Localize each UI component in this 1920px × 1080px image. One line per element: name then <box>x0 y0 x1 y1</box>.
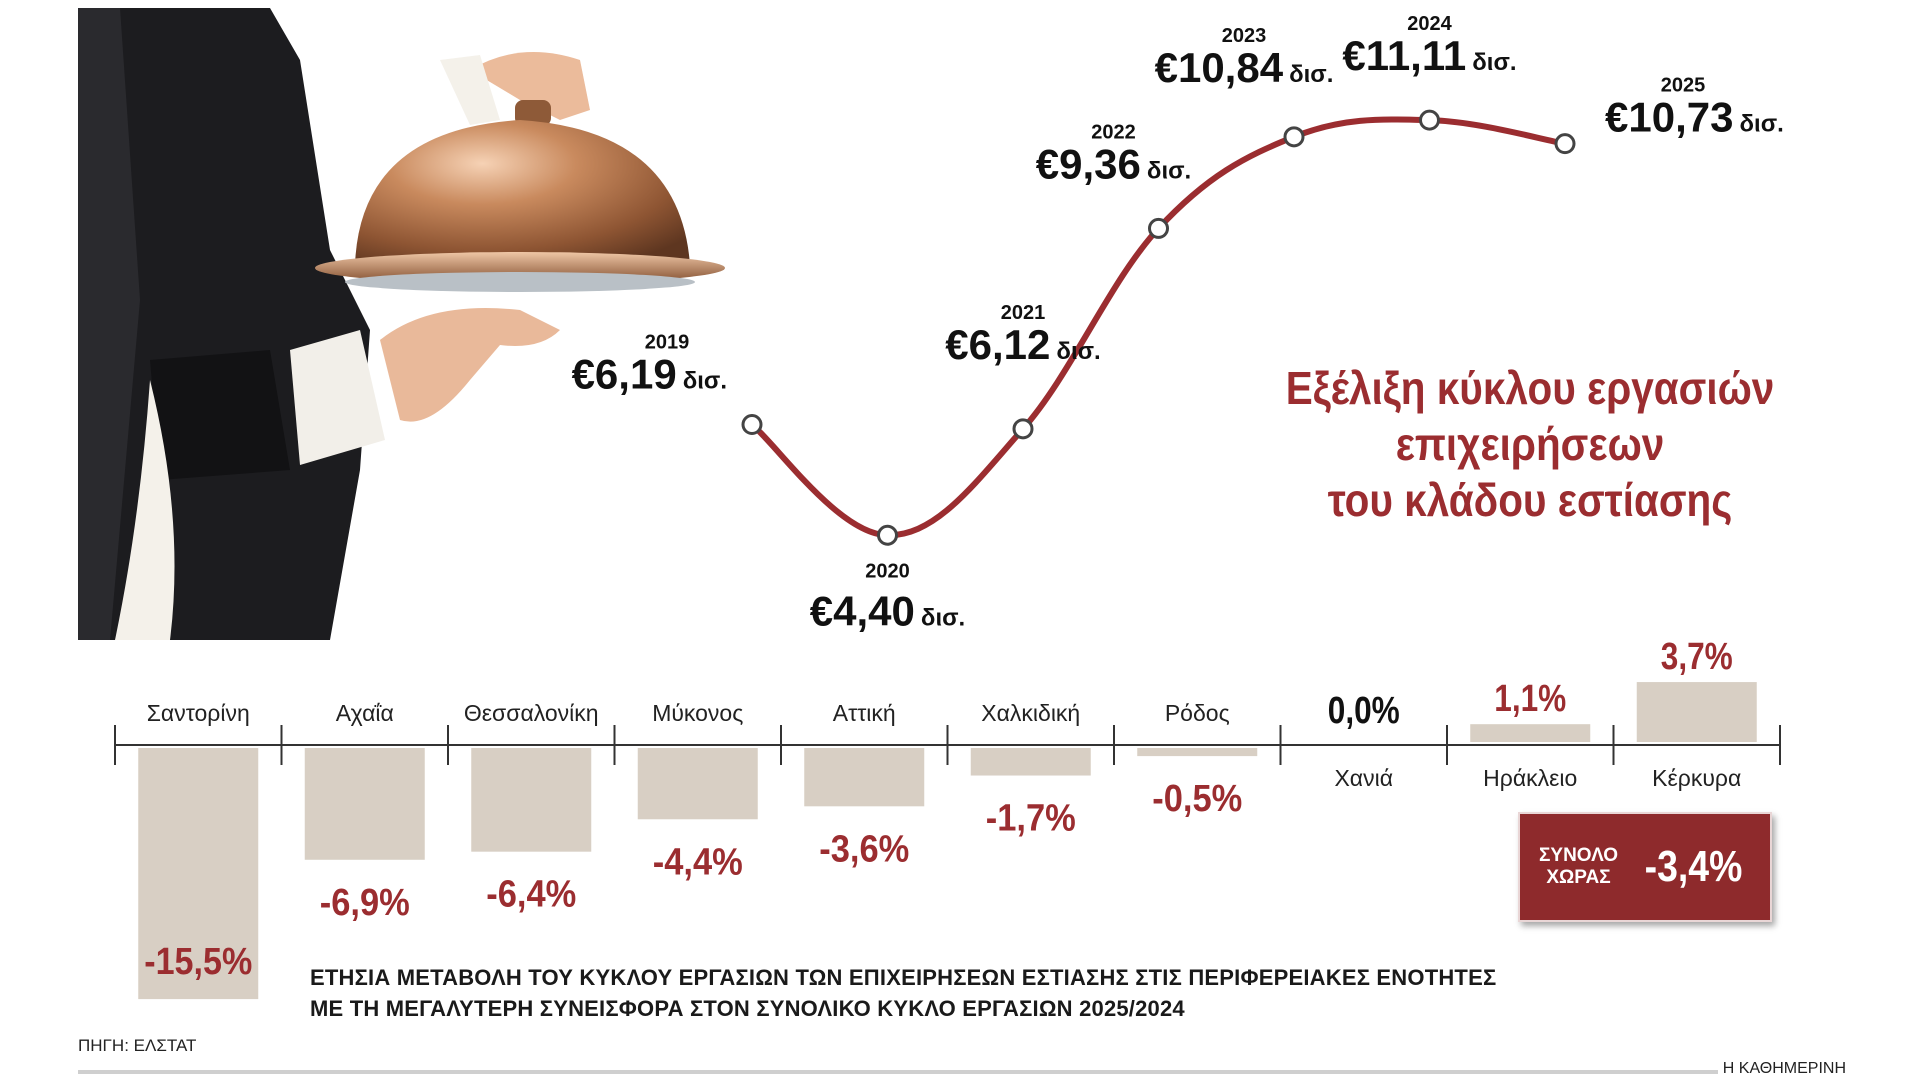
unit-label: δισ. <box>1056 338 1100 365</box>
bar-value-label: -1,7% <box>986 798 1076 840</box>
value-amount: €6,19 <box>572 351 677 398</box>
year-label: 2019 <box>645 332 690 354</box>
footer-rule <box>78 1070 1718 1074</box>
value-label: €10,84 δισ. <box>1155 44 1334 91</box>
data-point-marker <box>877 524 898 546</box>
bar <box>804 748 925 807</box>
value-label: €6,12 δισ. <box>945 321 1100 368</box>
data-label-group: 2023€10,84 δισ. <box>1155 25 1334 91</box>
data-label-group: 2019€6,19 δισ. <box>572 332 727 398</box>
bar <box>1137 748 1258 757</box>
total-value: -3,4% <box>1644 842 1743 891</box>
category-label: Ρόδος <box>1165 700 1230 726</box>
unit-label: δισ. <box>683 368 727 395</box>
total-label-line: ΧΩΡΑΣ <box>1546 867 1611 888</box>
turnover-line-chart: 2019€6,19 δισ.2020€4,40 δισ.2021€6,12 δισ.2… <box>572 13 1784 634</box>
national-total-badge: ΣΥΝΟΛΟ ΧΩΡΑΣ -3,4% <box>1518 812 1772 922</box>
value-label: €10,73 δισ. <box>1605 94 1784 141</box>
bar <box>138 748 259 1000</box>
bar <box>637 748 758 820</box>
bar <box>970 748 1091 776</box>
data-label-group: 2022€9,36 δισ. <box>1036 121 1191 187</box>
bar <box>304 748 425 860</box>
data-label-group: 2021€6,12 δισ. <box>945 302 1100 368</box>
source-note: ΠΗΓΗ: ΕΛΣΤΑΤ <box>78 1036 197 1055</box>
data-label-group: 2024€11,11 δισ. <box>1342 13 1516 79</box>
year-label: 2022 <box>1091 121 1136 143</box>
publisher-credit: Η ΚΑΘΗΜΕΡΙΝΗ <box>1722 1060 1846 1077</box>
value-label: €11,11 δισ. <box>1342 32 1516 79</box>
caption-line: ΕΤΗΣΙΑ ΜΕΤΑΒΟΛΗ ΤΟΥ ΚΥΚΛΟΥ ΕΡΓΑΣΙΩΝ ΤΩΝ … <box>310 965 1497 990</box>
bar-value-label: 0,0% <box>1328 690 1400 732</box>
data-label-group: 2020 €4,40 δισ. <box>810 560 965 634</box>
category-label: Θεσσαλονίκη <box>464 700 599 726</box>
title-line: Εξέλιξη κύκλου εργασιών <box>1285 362 1775 414</box>
bar-value-label: -6,9% <box>320 882 410 924</box>
data-point-marker <box>1148 217 1169 239</box>
value-label: €4,40 δισ. <box>810 587 965 634</box>
total-label-line: ΣΥΝΟΛΟ <box>1539 845 1619 866</box>
caption-line: ΜΕ ΤΗ ΜΕΓΑΛΥΤΕΡΗ ΣΥΝΕΙΣΦΟΡΑ ΣΤΟΝ ΣΥΝΟΛΙΚ… <box>310 996 1185 1021</box>
bar-chart-caption: ΕΤΗΣΙΑ ΜΕΤΑΒΟΛΗ ΤΟΥ ΚΥΚΛΟΥ ΕΡΓΑΣΙΩΝ ΤΩΝ … <box>310 962 1496 1024</box>
bar-value-label: -6,4% <box>486 874 576 916</box>
category-label: Σαντορίνη <box>147 700 250 726</box>
value-amount: €4,40 <box>810 587 915 634</box>
value-amount: €6,12 <box>945 321 1050 368</box>
title-line: επιχειρήσεων <box>1395 418 1665 470</box>
data-point-marker <box>1419 109 1440 131</box>
year-label: 2023 <box>1222 25 1267 47</box>
year-label: 2024 <box>1407 13 1452 35</box>
year-label: 2021 <box>1001 302 1046 324</box>
value-amount: €10,73 <box>1605 94 1733 141</box>
value-amount: €11,11 <box>1342 32 1466 79</box>
bar <box>1636 682 1757 742</box>
regional-change-bar-chart: Σαντορίνη -15,5% Αχαΐα -6,9% Θεσσαλονίκη -6,4… <box>114 636 1781 1000</box>
unit-label: δισ. <box>921 604 965 631</box>
year-label: 2025 <box>1661 75 1706 97</box>
category-label: Αττική <box>833 700 896 726</box>
bar-value-label: 3,7% <box>1661 636 1733 678</box>
data-label-group: 2025€10,73 δισ. <box>1605 75 1784 141</box>
category-label: Ηράκλειο <box>1483 765 1577 791</box>
value-label: €9,36 δισ. <box>1036 140 1191 187</box>
bar <box>471 748 592 852</box>
unit-label: δισ. <box>1147 157 1191 184</box>
category-label: Μύκονος <box>652 700 743 726</box>
chart-title: Εξέλιξη κύκλου εργασιών επιχειρήσεων του… <box>1222 360 1838 528</box>
value-amount: €9,36 <box>1036 140 1141 187</box>
total-label: ΣΥΝΟΛΟ ΧΩΡΑΣ <box>1539 845 1618 889</box>
data-point-marker <box>1554 133 1576 155</box>
category-label: Χανιά <box>1334 765 1393 791</box>
value-label: €6,19 δισ. <box>572 351 727 398</box>
data-point-marker <box>741 414 763 436</box>
unit-label: δισ. <box>1472 49 1516 76</box>
bar <box>1470 724 1591 742</box>
year-label: 2020 <box>865 560 910 582</box>
bar-value-label: -4,4% <box>653 841 743 883</box>
bar-value-label: -3,6% <box>819 828 909 870</box>
title-line: του κλάδου εστίασης <box>1327 474 1733 526</box>
value-amount: €10,84 <box>1155 44 1284 91</box>
bar-value-label: -0,5% <box>1152 778 1242 820</box>
data-point-marker <box>1283 126 1305 148</box>
unit-label: δισ. <box>1289 61 1333 88</box>
bar-value-label: 1,1% <box>1494 678 1566 720</box>
bar-value-label: -15,5% <box>144 941 252 983</box>
unit-label: δισ. <box>1739 111 1783 138</box>
category-label: Αχαΐα <box>336 700 394 726</box>
waiter-with-cloche-illustration <box>78 8 725 640</box>
data-point-marker <box>1012 418 1034 440</box>
category-label: Κέρκυρα <box>1652 765 1741 791</box>
category-label: Χαλκιδική <box>981 700 1080 726</box>
